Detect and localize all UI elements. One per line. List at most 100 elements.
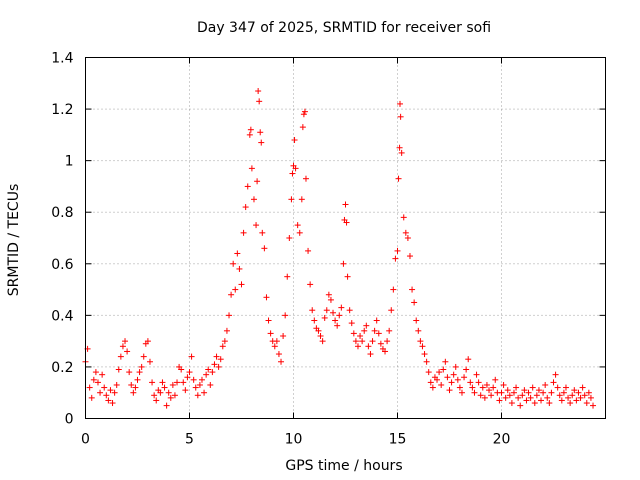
data-point xyxy=(348,320,355,327)
data-point xyxy=(169,381,176,388)
data-point xyxy=(417,338,424,345)
data-point xyxy=(423,358,430,365)
data-point xyxy=(375,330,382,337)
data-point xyxy=(400,214,407,221)
data-point xyxy=(136,369,143,376)
data-point xyxy=(215,363,222,370)
data-point xyxy=(190,376,197,383)
data-point xyxy=(273,338,280,345)
data-point xyxy=(254,178,261,185)
data-point xyxy=(248,165,255,172)
data-point xyxy=(354,343,361,350)
data-point xyxy=(560,389,567,396)
data-point xyxy=(454,376,461,383)
data-point xyxy=(327,296,334,303)
data-point xyxy=(397,113,404,120)
data-point xyxy=(394,247,401,254)
data-point xyxy=(529,384,536,391)
data-point xyxy=(481,394,488,401)
data-point xyxy=(344,273,351,280)
data-point xyxy=(336,312,343,319)
data-point xyxy=(442,358,449,365)
y-tick-label: 0.4 xyxy=(51,308,73,324)
data-point xyxy=(153,397,160,404)
data-point xyxy=(488,392,495,399)
data-point xyxy=(192,384,199,391)
data-point xyxy=(101,384,108,391)
data-point xyxy=(171,392,178,399)
data-point xyxy=(184,374,191,381)
y-tick-label: 0.2 xyxy=(51,360,73,376)
data-point xyxy=(382,348,389,355)
data-point xyxy=(473,371,480,378)
x-tick-label: 0 xyxy=(81,432,90,448)
data-point xyxy=(533,392,540,399)
data-points xyxy=(82,88,597,409)
data-point xyxy=(130,389,137,396)
data-point xyxy=(404,235,411,241)
data-point xyxy=(146,358,153,365)
data-point xyxy=(398,149,405,156)
data-point xyxy=(475,379,482,386)
data-point xyxy=(307,281,314,288)
data-point xyxy=(444,374,451,381)
data-point xyxy=(517,402,524,409)
data-point xyxy=(209,369,216,376)
data-point xyxy=(319,338,326,345)
data-point xyxy=(315,327,322,334)
data-point xyxy=(498,389,505,396)
data-point xyxy=(286,235,293,241)
data-point xyxy=(359,338,366,345)
data-point xyxy=(221,338,228,345)
data-point xyxy=(207,381,214,388)
data-point xyxy=(186,369,193,376)
data-point xyxy=(538,397,545,404)
data-point xyxy=(161,384,168,391)
data-point xyxy=(535,387,542,394)
data-point xyxy=(552,371,559,378)
data-point xyxy=(174,379,181,386)
data-point xyxy=(223,327,230,334)
data-point xyxy=(124,348,131,355)
data-point xyxy=(492,376,499,383)
data-point xyxy=(292,165,299,172)
data-point xyxy=(396,144,403,151)
data-point xyxy=(92,369,99,376)
data-point xyxy=(585,389,592,396)
data-point xyxy=(201,389,208,396)
data-point xyxy=(109,400,116,407)
data-point xyxy=(236,265,243,272)
data-point xyxy=(577,394,584,401)
data-point xyxy=(250,196,257,203)
data-point xyxy=(421,351,428,358)
data-point xyxy=(213,353,220,360)
data-point xyxy=(107,387,114,394)
data-point xyxy=(448,379,455,386)
data-point xyxy=(419,343,426,350)
data-point xyxy=(288,196,295,203)
data-point xyxy=(338,304,345,311)
plot-frame xyxy=(85,57,606,419)
data-point xyxy=(525,389,532,396)
data-point xyxy=(471,389,478,396)
data-point xyxy=(132,384,139,391)
data-point xyxy=(395,175,402,182)
data-point xyxy=(427,379,434,386)
data-point xyxy=(188,353,195,360)
x-tick-label: 15 xyxy=(389,432,407,448)
data-point xyxy=(242,204,249,211)
data-point xyxy=(434,376,441,383)
data-point xyxy=(343,219,350,226)
data-point xyxy=(282,312,289,319)
data-point xyxy=(301,108,308,115)
x-tick-label: 20 xyxy=(493,432,511,448)
data-point xyxy=(165,389,172,396)
data-point xyxy=(163,402,170,409)
data-point xyxy=(446,387,453,394)
data-point xyxy=(562,384,569,391)
data-point xyxy=(565,394,572,401)
axis-ticks: 0 0.2 0.4 0.6 0.8 1 1.2 1.4 0 5 10 15 20 xyxy=(51,51,606,448)
data-point xyxy=(406,253,413,260)
x-tick-label: 5 xyxy=(185,432,194,448)
